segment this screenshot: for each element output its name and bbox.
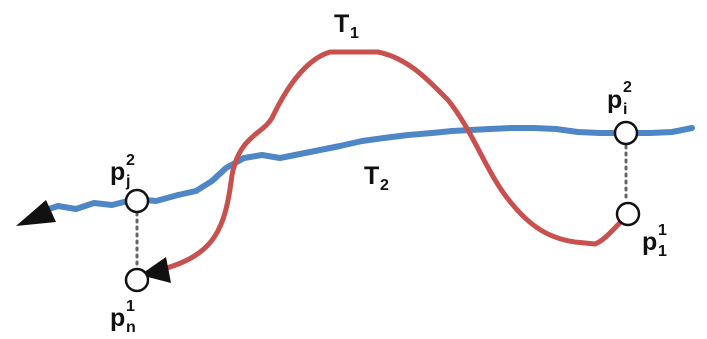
- label-pj2-base: p: [110, 158, 125, 186]
- point-p11: [615, 201, 641, 227]
- label-p11-base: p: [642, 228, 657, 256]
- label-pn1-sub: n: [126, 319, 136, 336]
- label-pn1-sup: 1: [126, 298, 135, 315]
- label-pn1: p 1 n: [110, 298, 136, 336]
- label-t1: T 1: [334, 10, 359, 42]
- point-pj2: [124, 188, 150, 214]
- label-t1-sub: 1: [350, 25, 359, 42]
- trajectory-t1-line: [157, 49, 628, 273]
- label-pi2: p 2 i: [607, 79, 632, 118]
- label-p11-sub: 1: [658, 243, 667, 260]
- label-t1-base: T: [334, 10, 349, 38]
- label-p11-sup: 1: [658, 222, 667, 239]
- label-pi2-sub: i: [623, 101, 627, 118]
- label-pj2-sup: 2: [126, 152, 135, 169]
- label-t2-base: T: [364, 162, 379, 190]
- label-pi2-sup: 2: [623, 79, 632, 96]
- point-pi2: [613, 120, 639, 146]
- label-p11: p 1 1: [642, 222, 667, 260]
- arrowhead-t2: [16, 200, 56, 226]
- label-pi2-base: p: [607, 86, 622, 114]
- label-pn1-base: p: [110, 304, 125, 332]
- label-t2: T 2: [364, 162, 389, 194]
- point-pn1: [124, 267, 150, 293]
- label-pj2-sub: j: [125, 173, 130, 190]
- label-pj2: p 2 j: [110, 152, 135, 190]
- label-t2-sub: 2: [380, 177, 389, 194]
